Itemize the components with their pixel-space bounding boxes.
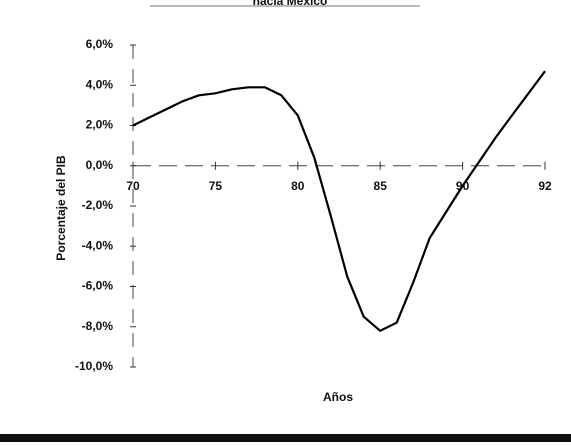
y-tick-label: 2,0% — [86, 118, 114, 132]
y-tick-label: -8,0% — [82, 319, 114, 333]
x-tick-label: 75 — [209, 179, 223, 193]
y-tick-label: -6,0% — [82, 279, 114, 293]
x-tick-label: 85 — [374, 179, 388, 193]
y-tick-label: 4,0% — [86, 77, 114, 91]
chart-title: hacia México — [253, 0, 328, 8]
y-tick-label: 0,0% — [86, 158, 114, 172]
y-tick-label: -2,0% — [82, 198, 114, 212]
x-tick-label: 92 — [538, 179, 552, 193]
x-axis-label: Años — [323, 390, 353, 404]
x-tick-label: 70 — [126, 179, 140, 193]
y-tick-label: -4,0% — [82, 238, 114, 252]
y-tick-label: 6,0% — [86, 37, 114, 51]
y-axis-label: Porcentaje del PIB — [54, 155, 68, 261]
line-series — [132, 70, 546, 332]
y-tick-label: -10,0% — [75, 359, 113, 373]
x-tick-label: 80 — [291, 179, 305, 193]
scan-bar — [0, 434, 571, 442]
